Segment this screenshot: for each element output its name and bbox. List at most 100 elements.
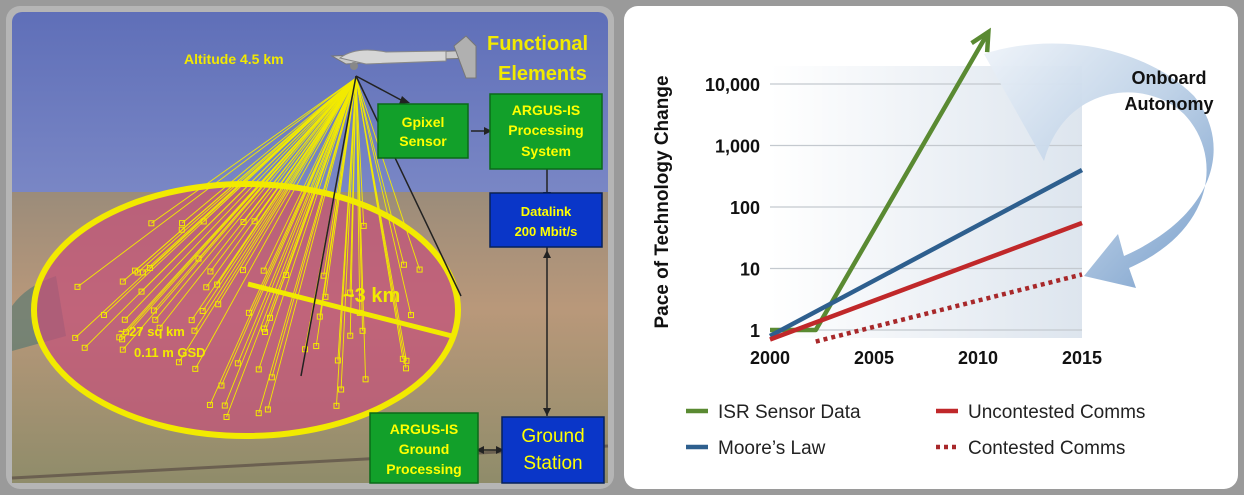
gpixel-sensor-box xyxy=(377,103,469,159)
ground-target-marker xyxy=(316,313,323,320)
sensor-ray xyxy=(203,77,357,222)
legend: ISR Sensor Data Uncontested Comms Moore’s … xyxy=(686,402,1145,459)
sensor-ray xyxy=(355,77,365,226)
y-axis-label: Pace of Technology Change xyxy=(652,75,673,328)
sensor-ray xyxy=(194,77,357,370)
y-tick-label: 1,000 xyxy=(715,137,760,157)
datalink-box xyxy=(489,192,603,248)
altitude-label: Altitude 4.5 km xyxy=(184,51,284,67)
ground-target-marker xyxy=(72,334,79,341)
annotation-line1: Onboard xyxy=(1132,68,1207,88)
ground-target-marker xyxy=(400,261,407,268)
ground-target-marker xyxy=(152,316,159,323)
ground-target-marker xyxy=(223,413,230,420)
y-tick-labels: 1 10 100 1,000 10,000 xyxy=(705,75,760,341)
arrow-heads xyxy=(399,96,551,454)
sensor-ray xyxy=(237,77,357,364)
legend-label: Contested Comms xyxy=(968,438,1125,459)
sensor-ray xyxy=(154,77,357,321)
ground-processing-line1: ARGUS-IS xyxy=(390,421,458,437)
legend-label: Uncontested Comms xyxy=(968,402,1145,423)
ground-target-marker xyxy=(283,272,290,279)
y-tick-label: 100 xyxy=(730,198,760,218)
onboard-autonomy-arrow-icon xyxy=(984,43,1214,288)
sensor-ray xyxy=(205,77,357,288)
sensor-ray xyxy=(198,77,357,259)
ground-target-marker xyxy=(100,311,107,318)
legend-label: ISR Sensor Data xyxy=(718,402,861,423)
sensor-ray xyxy=(258,77,357,370)
ground-target-marker xyxy=(146,264,153,271)
ground-target-marker xyxy=(218,382,225,389)
ground-target-marker xyxy=(192,365,199,372)
series-arrowhead xyxy=(970,27,991,53)
y-tick-label: 1 xyxy=(750,321,760,341)
sensor-ray xyxy=(84,77,357,349)
gridlines xyxy=(770,83,1082,331)
legend-label: Moore’s Law xyxy=(718,438,826,459)
ground-target-marker xyxy=(347,332,354,339)
ground-target-marker xyxy=(221,402,228,409)
series-line-3 xyxy=(815,272,1083,344)
sensor-ray xyxy=(134,77,357,271)
argus-processing-box xyxy=(489,93,603,170)
ground-target-marker xyxy=(362,376,369,383)
sensor-ray xyxy=(209,77,357,406)
ground-target-marker xyxy=(207,268,214,275)
ground-target-marker xyxy=(408,312,415,319)
series-lines xyxy=(768,27,1084,344)
ground-target-marker xyxy=(179,220,186,227)
functional-elements-line1: Functional xyxy=(487,33,588,55)
ground-target-marker xyxy=(399,355,406,362)
sensor-ray xyxy=(74,77,357,339)
ground-target-marker xyxy=(119,336,126,343)
sensor-ray xyxy=(242,77,357,271)
y-tick-label: 10,000 xyxy=(705,75,760,95)
ground-target-marker xyxy=(123,329,130,336)
ground-target-marker xyxy=(262,329,269,336)
uav-drone-icon xyxy=(330,35,477,79)
ground-target-marker xyxy=(203,284,210,291)
ground-station-box xyxy=(501,416,605,484)
ground-target-marker xyxy=(268,374,275,381)
area-label: ~ 27 sq km xyxy=(118,324,185,339)
sensor-ray xyxy=(267,77,357,410)
ground-target-marker xyxy=(199,307,206,314)
sensor-ray xyxy=(221,77,357,386)
ground-processing-line2: Ground xyxy=(399,441,450,457)
ground-target-marker xyxy=(74,283,81,290)
sensor-ray xyxy=(355,77,367,380)
sensor-ray xyxy=(340,77,357,390)
x-tick-label: 2000 xyxy=(750,348,790,368)
ground-target-marker xyxy=(334,357,341,364)
ground-target-marker xyxy=(403,365,410,372)
sensor-ray xyxy=(285,77,357,276)
datalink-line1: Datalink xyxy=(521,204,572,219)
sensor-ray xyxy=(210,77,357,272)
gsd-label: 0.11 m GSD xyxy=(134,345,206,360)
argus-processing-line3: System xyxy=(521,143,571,159)
ground-target-marker xyxy=(255,410,262,417)
ground-target-marker xyxy=(260,325,267,332)
ground-target-marker xyxy=(188,317,195,324)
ground-target-marker xyxy=(266,314,273,321)
x-tick-label: 2010 xyxy=(958,348,998,368)
argus-processing-line1: ARGUS-IS xyxy=(512,102,580,118)
ground-target-marker xyxy=(200,218,207,225)
ground-target-marker xyxy=(132,267,139,274)
sensor-ray xyxy=(226,77,357,418)
ground-target-marker xyxy=(239,267,246,274)
ground-target-marker xyxy=(81,344,88,351)
sensor-ray xyxy=(125,77,357,333)
sensor-ray xyxy=(355,77,361,313)
ground-target-marker xyxy=(215,301,222,308)
gpixel-label-line2: Sensor xyxy=(399,133,447,149)
ground-target-marker xyxy=(121,316,128,323)
ground-target-marker xyxy=(175,359,182,366)
x-tick-labels: 2000 2005 2010 2015 xyxy=(750,348,1102,368)
sensor-ray xyxy=(224,77,357,406)
sensor-ray xyxy=(194,77,357,331)
sensor-ray xyxy=(202,77,357,312)
ground-target-marker xyxy=(360,222,367,229)
sensor-ray xyxy=(137,77,357,273)
